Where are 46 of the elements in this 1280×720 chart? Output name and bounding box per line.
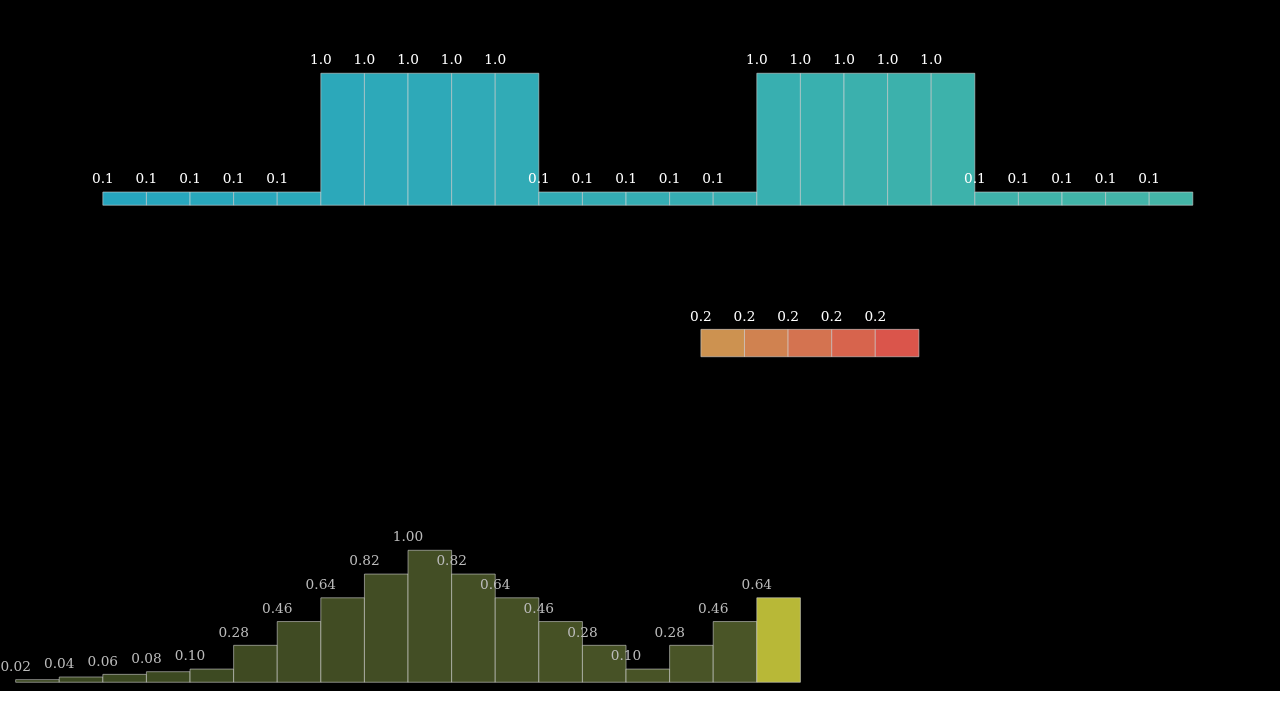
data-label: 1.0 — [440, 51, 463, 68]
data-label: 0.46 — [262, 599, 293, 616]
data-label: 0.82 — [436, 552, 467, 569]
data-label: 0.2 — [777, 307, 799, 324]
data-label: 1.0 — [484, 51, 507, 68]
data-label: 0.64 — [480, 576, 511, 593]
data-label: 1.0 — [309, 51, 332, 68]
data-label: 0.2 — [820, 307, 843, 324]
data-label: 0.28 — [567, 623, 598, 640]
data-label: 1.00 — [392, 528, 424, 545]
data-label: 0.1 — [1094, 170, 1117, 187]
data-label: 0.1 — [1138, 170, 1161, 187]
data-label: 0.1 — [615, 170, 637, 187]
data-label: 0.1 — [179, 170, 201, 187]
data-label: 0.10 — [610, 647, 642, 664]
data-label: 0.1 — [266, 170, 289, 187]
data-label: 0.1 — [571, 170, 594, 187]
data-label: 1.0 — [745, 51, 768, 68]
data-label: 0.02 — [0, 657, 31, 674]
data-label: 0.64 — [741, 576, 773, 593]
data-label: 1.0 — [397, 51, 419, 68]
data-label: 0.64 — [305, 576, 337, 593]
data-label: 0.06 — [87, 652, 119, 669]
data-label: 0.1 — [91, 170, 114, 187]
data-label: 0.1 — [1051, 170, 1073, 187]
data-label: 0.2 — [690, 307, 712, 324]
data-label: 0.28 — [654, 623, 685, 640]
data-label: 1.0 — [833, 51, 855, 68]
data-label: 0.1 — [135, 170, 158, 187]
data-label: 0.1 — [658, 170, 681, 187]
data-label: 0.08 — [131, 649, 162, 666]
data-label: 0.1 — [222, 170, 245, 187]
data-label: 1.0 — [353, 51, 376, 68]
data-label: 0.2 — [733, 307, 756, 324]
data-label: 0.1 — [1007, 170, 1030, 187]
data-label: 0.46 — [697, 599, 729, 616]
data-label: 1.0 — [876, 51, 899, 68]
data-label: 1.0 — [789, 51, 812, 68]
data-label: 0.04 — [44, 655, 75, 672]
data-label: 0.1 — [702, 170, 725, 187]
data-label: 0.46 — [523, 599, 555, 616]
data-label: 0.28 — [218, 623, 249, 640]
data-label: 1.0 — [920, 51, 943, 68]
data-label: 0.82 — [349, 552, 380, 569]
data-label: 0.10 — [174, 647, 206, 664]
data-label: 0.2 — [864, 307, 887, 324]
